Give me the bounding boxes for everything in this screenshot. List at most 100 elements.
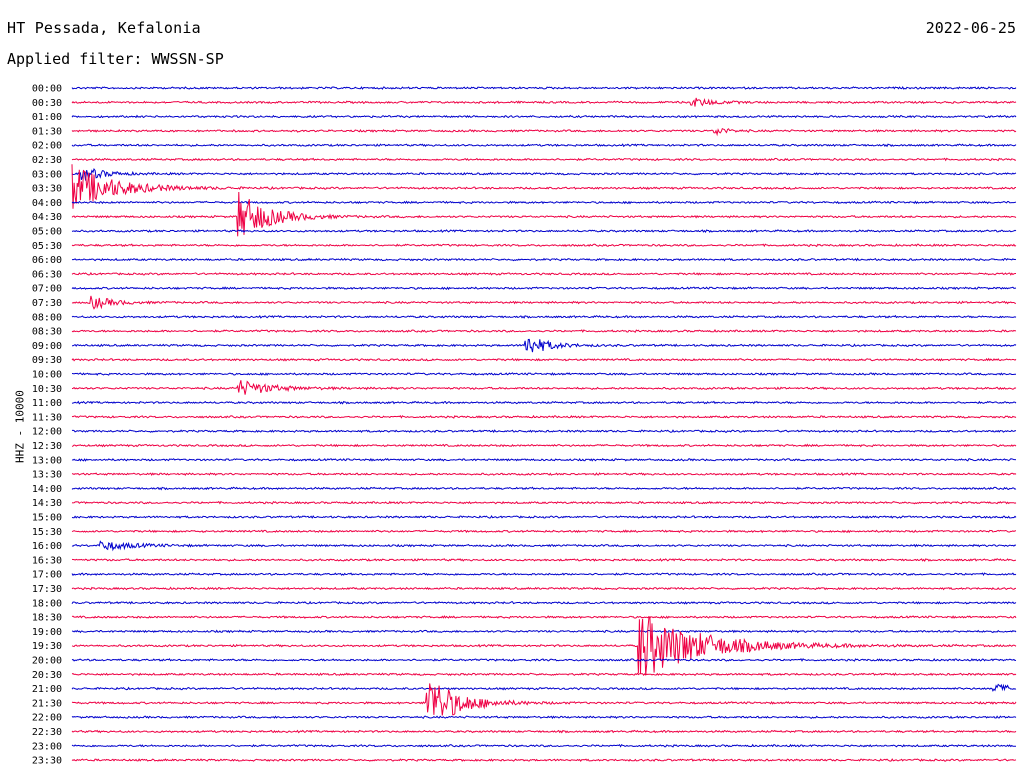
trace-line <box>71 143 1017 148</box>
time-tick-label: 09:30 <box>32 355 62 366</box>
trace-line <box>71 540 1017 552</box>
trace-line <box>71 380 1017 395</box>
time-tick-label: 20:30 <box>32 670 62 681</box>
time-tick-label: 01:00 <box>32 112 62 123</box>
time-tick-label: 16:30 <box>32 555 62 566</box>
trace-line <box>71 271 1016 276</box>
time-tick-label: 02:30 <box>32 155 62 166</box>
time-tick-label: 05:00 <box>32 227 62 238</box>
time-tick-label: 11:00 <box>32 398 62 409</box>
time-tick-label: 07:30 <box>32 298 62 309</box>
trace-line <box>71 743 1016 748</box>
time-tick-label: 15:00 <box>32 513 62 524</box>
time-tick-label: 17:30 <box>32 584 62 595</box>
time-tick-label: 21:00 <box>32 684 62 695</box>
time-tick-label: 04:30 <box>32 212 62 223</box>
time-tick-label: 14:30 <box>32 498 62 509</box>
trace-line <box>71 429 1017 434</box>
trace-line <box>71 200 1017 205</box>
trace-line <box>71 400 1017 405</box>
time-tick-label: 00:00 <box>32 84 62 95</box>
trace-line <box>71 114 1017 119</box>
time-tick-label: 02:00 <box>32 141 62 152</box>
trace-line <box>71 616 1017 675</box>
time-tick-label: 10:30 <box>32 384 62 395</box>
time-tick-label: 01:30 <box>32 126 62 137</box>
time-tick-label: 04:00 <box>32 198 62 209</box>
trace-line <box>71 672 1017 677</box>
trace-line <box>71 191 1017 237</box>
trace-line <box>71 529 1017 534</box>
trace-line <box>71 600 1017 605</box>
trace-line <box>71 657 1017 662</box>
trace-line <box>71 629 1017 634</box>
time-tick-label: 16:00 <box>32 541 62 552</box>
trace-line <box>71 168 1017 181</box>
trace-line <box>71 500 1017 505</box>
time-tick-label: 06:30 <box>32 269 62 280</box>
trace-line <box>71 557 1017 562</box>
trace-line <box>71 286 1017 291</box>
time-tick-label: 06:00 <box>32 255 62 266</box>
time-tick-label: 17:00 <box>32 570 62 581</box>
trace-line <box>71 329 1017 333</box>
time-tick-label: 20:00 <box>32 656 62 667</box>
trace-line <box>71 457 1017 462</box>
trace-line <box>71 357 1017 362</box>
station-title: HT Pessada, Kefalonia <box>7 19 201 37</box>
trace-line <box>71 615 1017 620</box>
time-tick-label: 09:00 <box>32 341 62 352</box>
trace-line <box>71 472 1017 476</box>
time-tick-label: 22:30 <box>32 727 62 738</box>
trace-line <box>71 314 1017 319</box>
trace-line <box>71 372 1016 376</box>
trace-line <box>71 85 1017 90</box>
time-tick-label: 08:00 <box>32 312 62 323</box>
time-tick-label: 03:30 <box>32 184 62 195</box>
trace-line <box>71 586 1016 591</box>
time-tick-label: 18:00 <box>32 598 62 609</box>
trace-line <box>71 683 1017 716</box>
time-tick-label: 22:00 <box>32 713 62 724</box>
time-tick-label: 07:00 <box>32 284 62 295</box>
trace-line <box>71 157 1017 162</box>
time-tick-label: 18:30 <box>32 613 62 624</box>
trace-line <box>71 164 1016 209</box>
time-tick-label: 00:30 <box>32 98 62 109</box>
time-tick-label: 12:00 <box>32 427 62 438</box>
filter-label: Applied filter: WWSSN-SP <box>7 50 224 68</box>
time-tick-label: 12:30 <box>32 441 62 452</box>
trace-line <box>71 715 1017 720</box>
trace-line <box>72 338 1017 353</box>
trace-line <box>71 257 1017 262</box>
trace-line <box>71 486 1017 491</box>
trace-line <box>71 729 1017 734</box>
time-tick-label: 19:00 <box>32 627 62 638</box>
trace-line <box>71 414 1017 419</box>
trace-line <box>71 515 1017 519</box>
time-tick-label: 23:00 <box>32 741 62 752</box>
time-tick-label: 19:30 <box>32 641 62 652</box>
time-tick-label: 11:30 <box>32 412 62 423</box>
trace-line <box>71 229 1017 234</box>
time-tick-label: 23:30 <box>32 756 62 767</box>
time-tick-label: 13:30 <box>32 470 62 481</box>
trace-line <box>71 443 1017 448</box>
trace-line <box>71 295 1017 310</box>
trace-line <box>71 758 1017 762</box>
time-tick-label: 10:00 <box>32 370 62 381</box>
trace-line <box>71 572 1017 577</box>
time-tick-label: 21:30 <box>32 698 62 709</box>
time-tick-label: 15:30 <box>32 527 62 538</box>
time-tick-label: 03:00 <box>32 169 62 180</box>
time-tick-label: 14:00 <box>32 484 62 495</box>
trace-line <box>71 243 1017 248</box>
time-tick-label: 08:30 <box>32 327 62 338</box>
date-label: 2022-06-25 <box>925 19 1016 37</box>
trace-line <box>71 683 1017 692</box>
trace-line <box>71 128 1017 137</box>
trace-line <box>71 97 1017 107</box>
time-tick-label: 05:30 <box>32 241 62 252</box>
time-tick-label: 13:00 <box>32 455 62 466</box>
